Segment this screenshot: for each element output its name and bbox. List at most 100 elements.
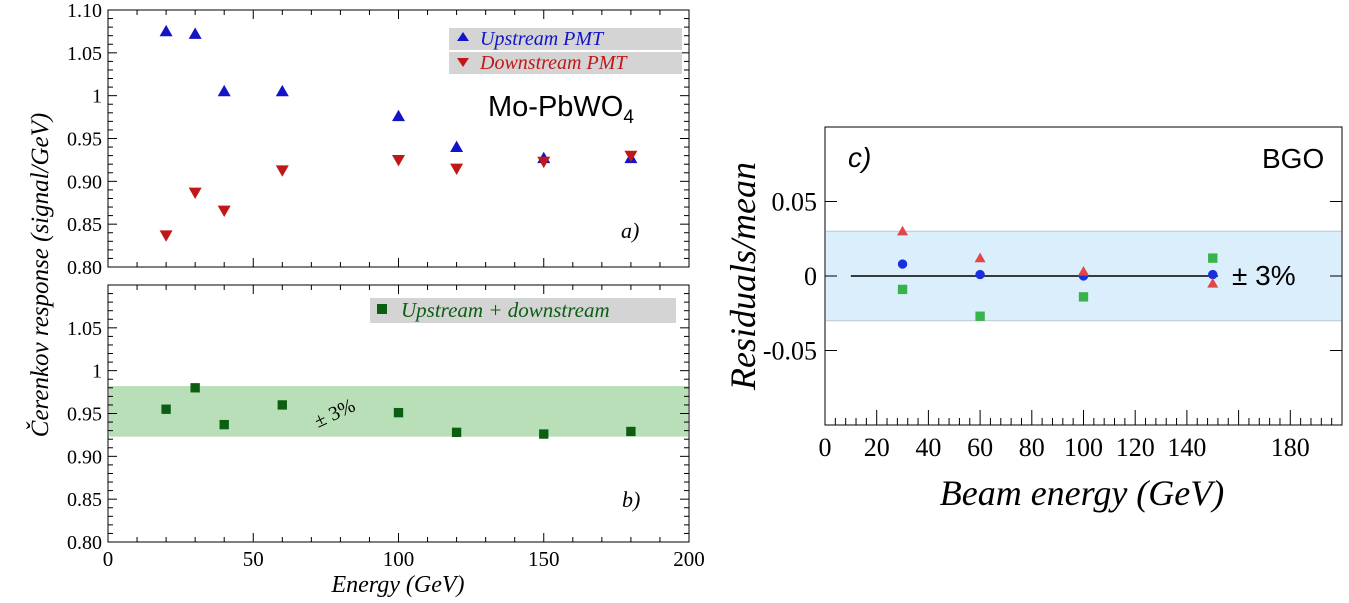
downstream-point <box>624 150 638 163</box>
x-tick-label: 50 <box>243 547 264 571</box>
panel-b-label: b) <box>622 487 640 512</box>
x-tick-label: 20 <box>864 433 890 462</box>
residual-point-red <box>1078 266 1089 276</box>
residual-point-green <box>975 311 985 321</box>
upstream-point <box>188 27 202 39</box>
y-tick-label: 0.90 <box>67 446 102 468</box>
legend-downstream-label: Downstream PMT <box>479 52 628 74</box>
x-tick-label: 200 <box>673 547 705 571</box>
y-tick-label: 1.05 <box>67 318 102 340</box>
residual-point-blue <box>897 259 908 269</box>
panel-a-label: a) <box>621 218 639 243</box>
x-tick-label: 0 <box>819 433 832 462</box>
combined-point <box>626 426 636 437</box>
combined-point <box>161 404 171 414</box>
x-tick-label: 140 <box>1167 433 1206 462</box>
x-tick-label: 0 <box>103 547 114 571</box>
legend-upstream-label: Upstream PMT <box>480 28 605 50</box>
x-tick-label: 100 <box>1064 433 1103 462</box>
shared-y-axis-label: Čerenkov response (signal/GeV) <box>26 113 54 437</box>
residual-point-red <box>1207 277 1219 288</box>
y-tick-label: 0 <box>804 262 817 291</box>
x-tick-label: 60 <box>967 433 993 462</box>
panel-a-y-tick-labels: 0.80 0.85 0.90 0.95 1 1.05 1.10 <box>67 0 102 279</box>
x-tick-label: 180 <box>1271 433 1310 462</box>
panel-a-legend: Upstream PMT Downstream PMT <box>449 28 682 74</box>
downstream-point <box>159 230 173 242</box>
y-tick-label: 1.10 <box>67 0 102 22</box>
upstream-point <box>392 109 405 122</box>
legend-downstream-bg <box>449 52 682 74</box>
panel-a-ticks <box>107 9 690 268</box>
downstream-point <box>217 205 231 217</box>
y-tick-label: 0.85 <box>67 214 102 236</box>
upstream-point <box>275 84 289 97</box>
combined-point <box>277 400 287 410</box>
legend-combined-label: Upstream + downstream <box>401 298 610 322</box>
downstream-point <box>188 187 202 199</box>
legend-downstream-marker <box>457 58 469 67</box>
panel-b-legend: Upstream + downstream <box>370 298 676 323</box>
y-tick-label: 0.85 <box>67 489 102 511</box>
material-label-text: Mo-PbWO <box>488 91 623 123</box>
x-tick-label: 150 <box>528 547 560 571</box>
x-tick-label: 80 <box>1019 433 1045 462</box>
legend-combined-marker <box>377 304 387 314</box>
residual-point-red <box>897 225 909 236</box>
material-label-subscript: 4 <box>623 107 634 128</box>
legend-upstream-bg <box>449 28 682 50</box>
residual-point-green <box>1078 292 1089 302</box>
y-tick-label: 0.90 <box>67 171 102 193</box>
residual-point-red <box>974 252 986 263</box>
residual-point-blue <box>1208 269 1218 280</box>
band-label-c: ± 3% <box>1232 260 1296 291</box>
y-tick-label: -0.05 <box>763 337 817 366</box>
combined-point <box>539 429 549 439</box>
x-tick-label: 120 <box>1116 433 1155 462</box>
x-tick-label: 100 <box>383 547 415 571</box>
upstream-point <box>217 84 231 97</box>
panel-b-y-tick-labels: 0.80 0.85 0.90 0.95 1 1.05 <box>67 318 102 554</box>
residual-point-blue <box>975 269 985 280</box>
y-tick-label: 1.05 <box>67 43 102 65</box>
panel-b-points <box>161 383 636 439</box>
material-label-bgo: BGO <box>1262 143 1324 174</box>
x-tick-label: 40 <box>915 433 941 462</box>
residual-point-green <box>1208 253 1218 263</box>
panel-c-points <box>897 225 1219 321</box>
y-tick-label: 1 <box>92 86 102 108</box>
combined-point <box>451 427 462 438</box>
y-tick-label: 0.95 <box>67 129 102 151</box>
upstream-point <box>450 140 464 152</box>
residual-point-green <box>897 284 908 295</box>
y-tick-label: 0.80 <box>67 532 102 554</box>
y-tick-label: 0.80 <box>67 257 102 279</box>
panel-b-x-axis-label: Energy (GeV) <box>330 572 464 598</box>
panel-c: 0.050-0.05 0 20 40 60 80 100 120 140 180 c) BGO … <box>723 126 1343 513</box>
panel-a-points <box>159 24 638 242</box>
panel-c-y-tick-labels: 0.05 0 -0.05 <box>763 188 817 366</box>
downstream-point <box>450 163 464 175</box>
y-tick-label: 1 <box>92 361 102 383</box>
panel-c-x-tick-labels: 0 20 40 60 80 100 120 140 180 <box>819 433 1310 462</box>
panel-b-x-tick-labels: 0 50 100 150 200 <box>103 547 705 571</box>
panel-a: 0.80 0.85 0.90 0.95 1 1.05 1.10 Upstream PMT D… <box>67 0 690 279</box>
panel-c-label: c) <box>848 142 871 173</box>
downstream-point <box>275 165 289 177</box>
panel-c-ticks <box>824 201 1343 425</box>
downstream-point <box>537 156 551 169</box>
upstream-point <box>159 24 173 37</box>
combined-point <box>190 383 200 393</box>
legend-combined-bg <box>370 298 676 323</box>
panel-b: 0.80 0.85 0.90 0.95 1 1.05 0 50 100 150 200 Upstr… <box>67 284 705 598</box>
legend-upstream-marker <box>457 32 469 41</box>
combined-point <box>393 407 404 418</box>
downstream-point <box>392 155 405 167</box>
material-label-mo-pbwo4: Mo-PbWO4 <box>488 91 634 128</box>
panel-b-ticks <box>107 284 690 543</box>
panel-c-x-axis-label: Beam energy (GeV) <box>940 473 1225 513</box>
y-tick-label: 0.95 <box>67 404 102 426</box>
panel-c-y-axis-label: Residuals/mean <box>723 162 763 391</box>
y-tick-label: 0.05 <box>772 188 818 217</box>
